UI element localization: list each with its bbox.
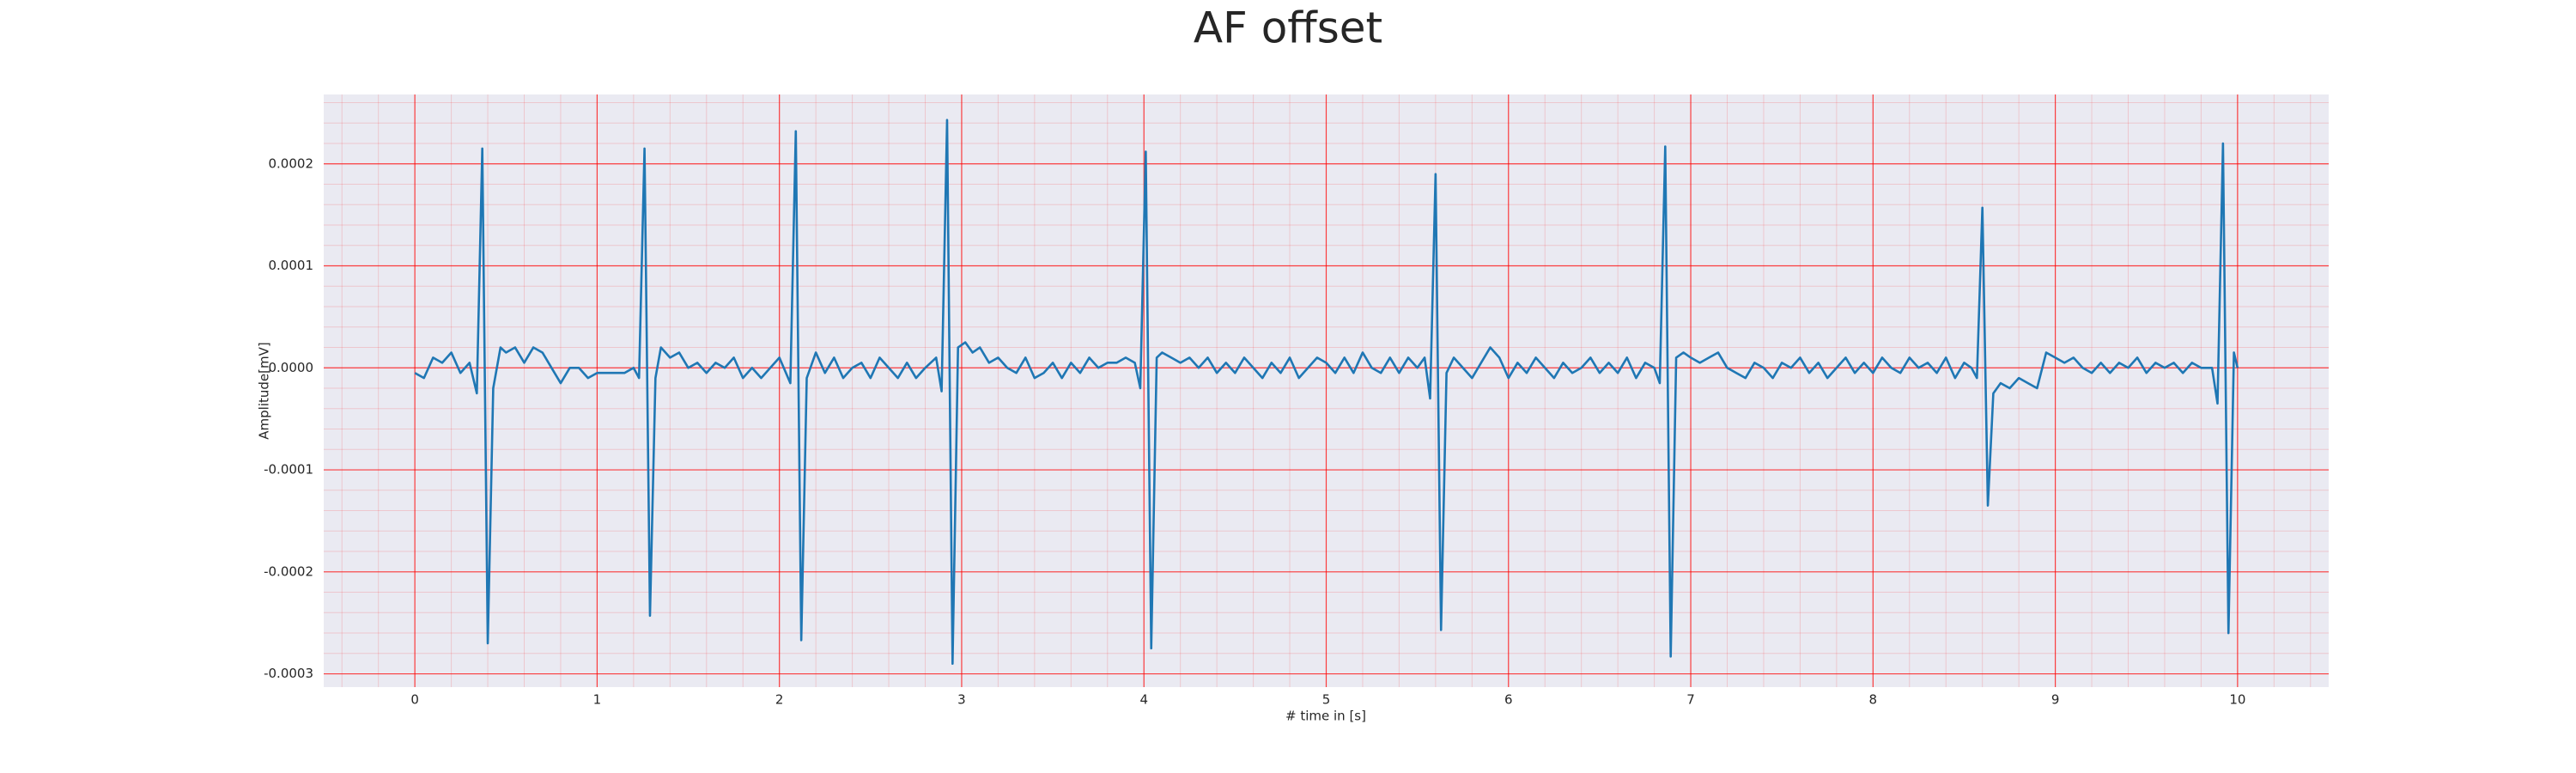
x-axis-label: # time in [s]: [1285, 709, 1366, 724]
x-tick-label: 8: [1869, 692, 1878, 708]
x-tick-label: 3: [957, 692, 966, 708]
x-tick-label: 1: [593, 692, 602, 708]
y-axis-label: Amplitude[mV]: [257, 342, 272, 439]
x-tick-label: 10: [2229, 692, 2245, 708]
x-tick-label: 2: [775, 692, 784, 708]
x-tick-label: 5: [1322, 692, 1331, 708]
x-tick-label: 6: [1504, 692, 1513, 708]
y-tick-label: 0.0000: [269, 360, 314, 375]
y-tick-label: 0.0002: [269, 155, 314, 171]
x-tick-label: 9: [2051, 692, 2060, 708]
data: [414, 119, 2239, 665]
y-tick-label: 0.0001: [269, 258, 314, 273]
x-tick-label: 0: [410, 692, 419, 708]
y-tick-label: -0.0002: [264, 563, 313, 579]
chart-title: AF offset: [1194, 3, 1382, 53]
y-tick-label: -0.0001: [264, 462, 313, 478]
y-tick-label: -0.0003: [264, 666, 313, 681]
grid: [324, 94, 2329, 687]
series-line: [414, 119, 2239, 665]
x-tick-label: 4: [1139, 692, 1148, 708]
x-tick-label: 7: [1686, 692, 1695, 708]
